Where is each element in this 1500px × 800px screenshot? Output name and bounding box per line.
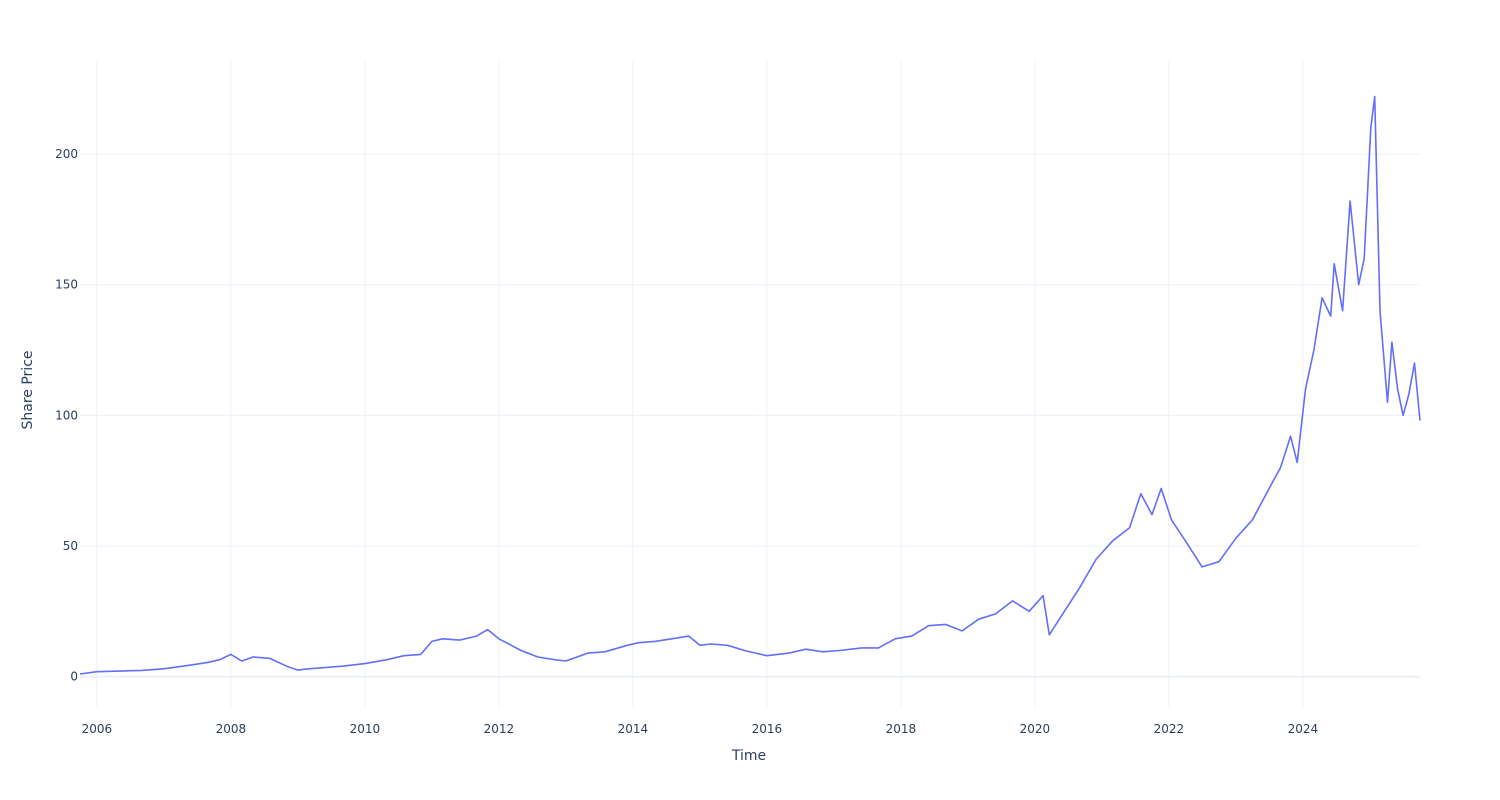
x-tick-label: 2012	[484, 722, 515, 736]
price-series-line	[79, 95, 1421, 675]
x-tick-label: 2010	[350, 722, 381, 736]
x-tick-label: 2014	[618, 722, 649, 736]
y-tick-label: 200	[55, 147, 78, 161]
y-tick-label: 0	[70, 670, 78, 684]
x-tick-label: 2006	[82, 722, 113, 736]
x-tick-label: 2024	[1288, 722, 1319, 736]
y-tick-label: 100	[55, 408, 78, 422]
y-axis-title: Share Price	[20, 350, 36, 429]
x-tick-label: 2022	[1154, 722, 1185, 736]
x-tick-label: 2018	[886, 722, 917, 736]
y-tick-label: 50	[63, 539, 78, 553]
series-layer	[79, 95, 1421, 675]
x-axis-title: Time	[731, 748, 766, 764]
x-tick-label: 2020	[1020, 722, 1051, 736]
x-tick-label: 2008	[216, 722, 247, 736]
x-tick-label: 2016	[752, 722, 783, 736]
x-axis-ticks: 2006 2008 2010 2012 2014 2016 2018 2020 2022 2024	[82, 722, 1319, 736]
y-tick-label: 150	[55, 278, 78, 292]
y-axis-ticks: 0 50 100 150 200	[55, 147, 78, 684]
gridlines	[80, 60, 1420, 708]
